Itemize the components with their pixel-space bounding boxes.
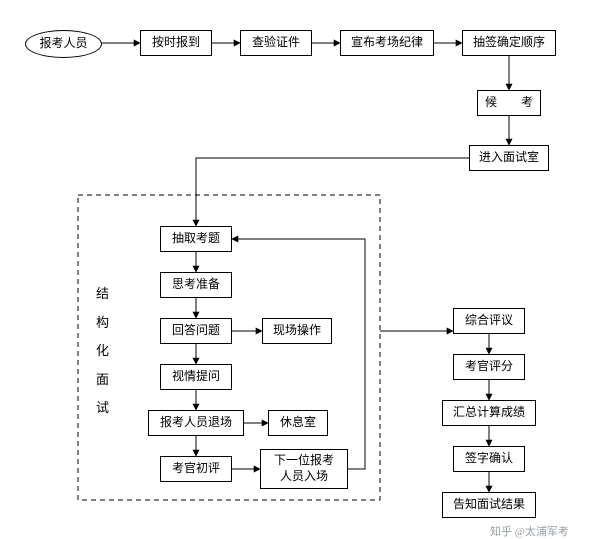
edge-6: [196, 158, 469, 226]
node-review: 综合评议: [453, 308, 525, 334]
node-enter: 进入面试室: [469, 145, 549, 171]
node-pick: 抽取考题: [160, 226, 232, 252]
node-next: 下一位报考 人员入场: [260, 449, 348, 489]
node-start: 报考人员: [25, 30, 102, 58]
node-verify: 查验证件: [240, 30, 312, 56]
node-onsite: 现场操作: [262, 318, 332, 344]
node-result: 告知面试结果: [442, 492, 536, 518]
watermark: 知乎 @太浦军考: [490, 523, 569, 539]
node-checkin: 按时报到: [140, 30, 212, 56]
node-score: 考官评分: [453, 354, 525, 380]
node-answer: 回答问题: [160, 318, 232, 344]
node-prep: 思考准备: [160, 272, 232, 298]
node-wait: 候 考: [477, 90, 541, 116]
node-sum: 汇总计算成绩: [442, 400, 536, 426]
node-rules: 宣布考场纪律: [340, 30, 434, 56]
node-leave: 报考人员退场: [148, 410, 244, 436]
node-follow: 视情提问: [160, 364, 232, 390]
node-prelim: 考官初评: [160, 456, 232, 482]
node-rest: 休息室: [268, 410, 328, 436]
node-draw: 抽签确定顺序: [462, 30, 556, 56]
node-sign: 签字确认: [453, 446, 525, 472]
group-label-structured-interview: 结构化面试: [96, 280, 109, 423]
